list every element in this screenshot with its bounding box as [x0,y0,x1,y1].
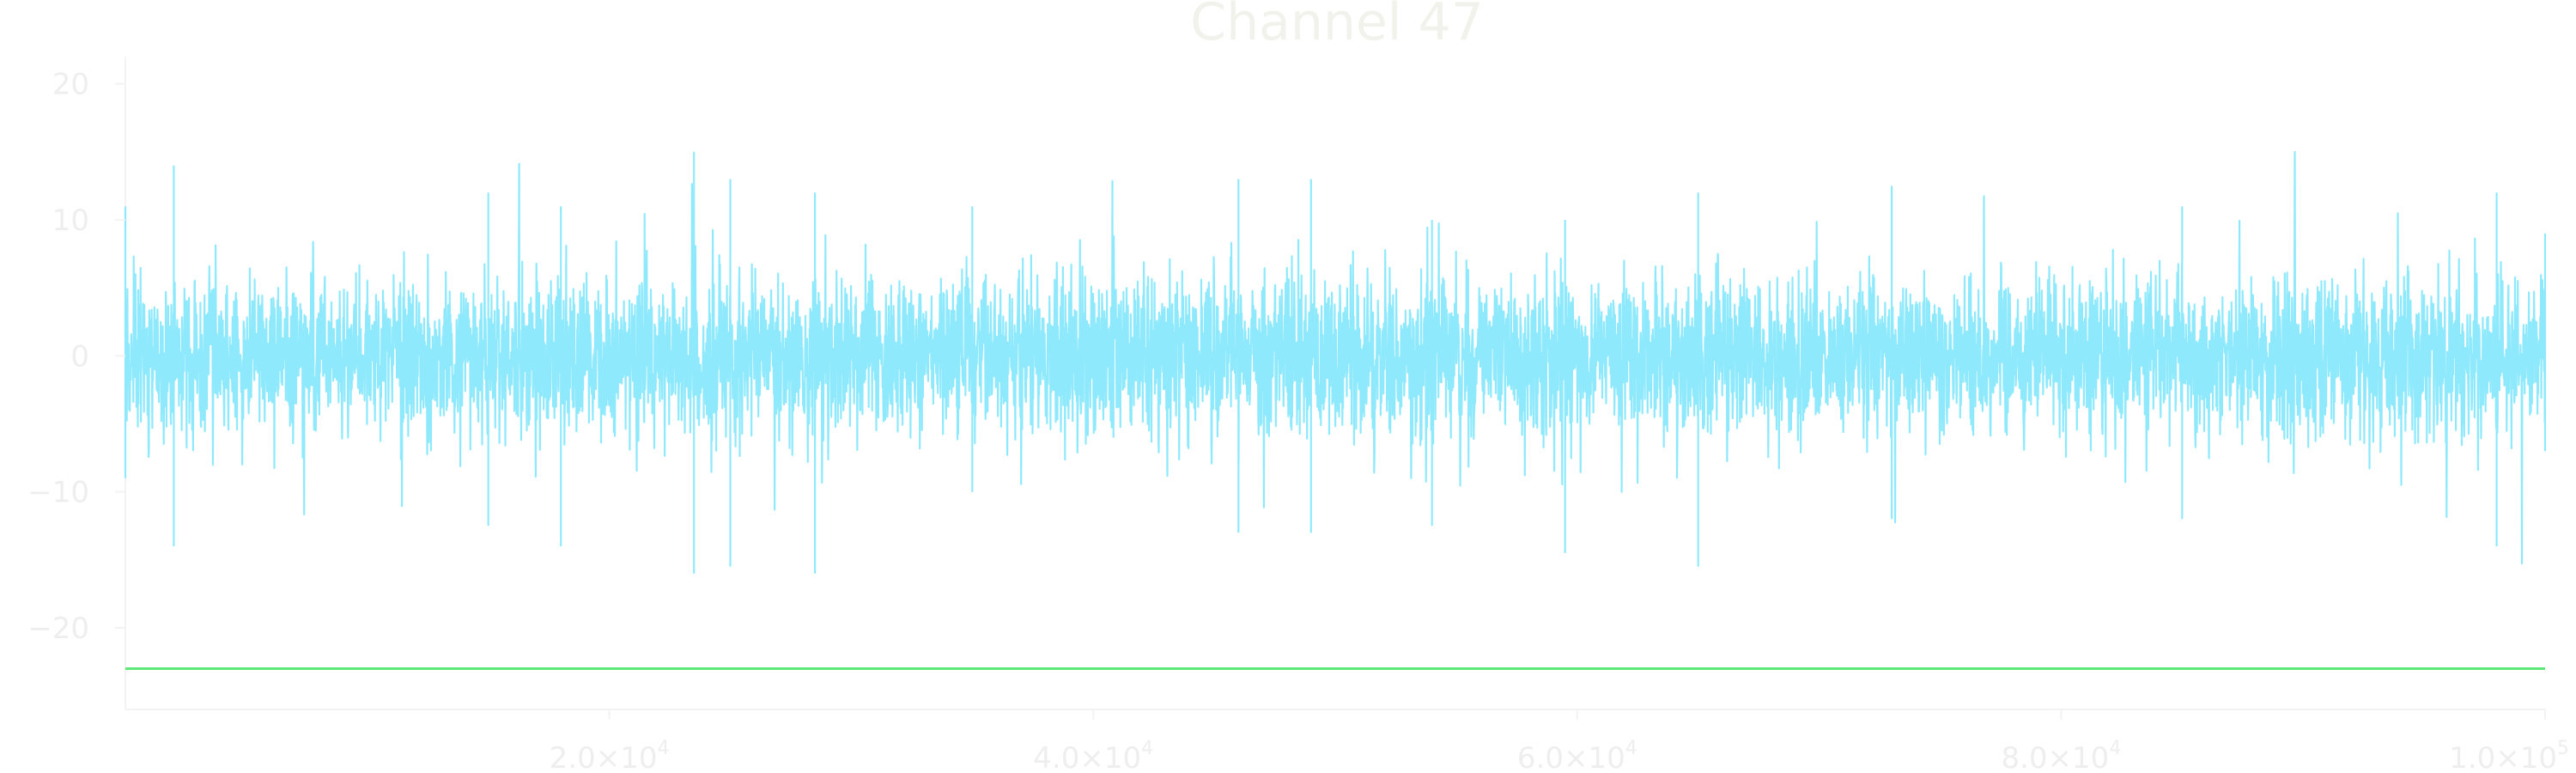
x-tick-label: 4.0×104 [1033,738,1153,773]
y-axis-ticks: 20 10 0 −10 −20 [27,68,125,646]
y-tick-label: 20 [52,68,89,102]
y-tick-label: 0 [70,339,89,374]
series-noise-trace [124,150,2547,574]
x-tick-label: 2.0×104 [550,738,670,773]
x-tick-label: 1.0×105 [2449,738,2569,773]
y-tick-label: −10 [27,476,89,510]
chart-title: Channel 47 [1190,0,1484,52]
x-tick-label: 6.0×104 [1517,738,1637,773]
series-layer [124,150,2547,670]
y-tick-label: −20 [27,612,89,646]
x-tick-label: 8.0×104 [2001,738,2121,773]
y-tick-label: 10 [52,204,89,238]
x-axis-ticks: 2.0×104 4.0×104 6.0×104 8.0×104 1.0×105 [550,709,2569,773]
